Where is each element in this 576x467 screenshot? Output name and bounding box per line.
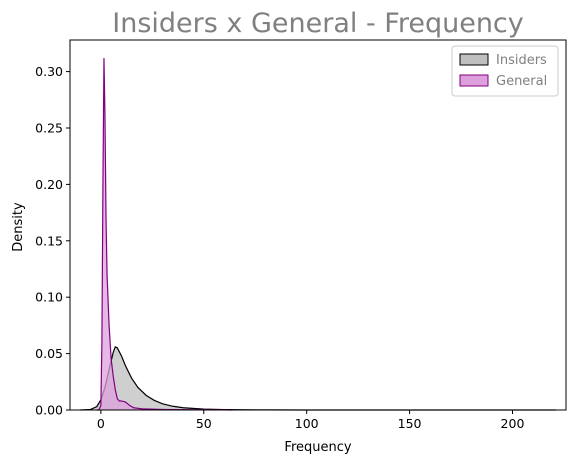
legend-swatch-insiders <box>459 53 489 66</box>
x-tick-label: 0 <box>97 416 105 431</box>
y-tick-label: 0.20 <box>35 177 63 192</box>
series-area-insiders <box>80 346 556 410</box>
y-axis-label: Density <box>11 202 26 252</box>
y-tick-label: 0.25 <box>35 120 63 135</box>
y-tick-label: 0.30 <box>35 64 63 79</box>
x-axis-label: Frequency <box>284 440 351 455</box>
x-tick-label: 100 <box>295 416 319 431</box>
series-area-general <box>96 58 233 411</box>
y-tick-label: 0.00 <box>35 403 63 418</box>
axes: 0 50 100 150 200 0.00 0.05 0.10 0.15 0.20 0.25 0.30 <box>35 39 567 431</box>
legend-swatch-general <box>459 74 489 87</box>
series-line-general <box>96 58 233 411</box>
y-tick-label: 0.05 <box>35 346 63 361</box>
legend: Insiders General <box>451 45 559 97</box>
x-tick-label: 150 <box>398 416 422 431</box>
legend-label-insiders: Insiders <box>496 53 547 68</box>
axes-frame <box>69 39 567 411</box>
x-tick-label: 200 <box>501 416 525 431</box>
y-tick-label: 0.10 <box>35 290 63 305</box>
chart-title: Insiders x General - Frequency <box>112 8 524 39</box>
plot-area <box>80 58 556 411</box>
legend-label-general: General <box>496 74 547 89</box>
y-tick-label: 0.15 <box>35 233 63 248</box>
x-tick-label: 50 <box>196 416 212 431</box>
